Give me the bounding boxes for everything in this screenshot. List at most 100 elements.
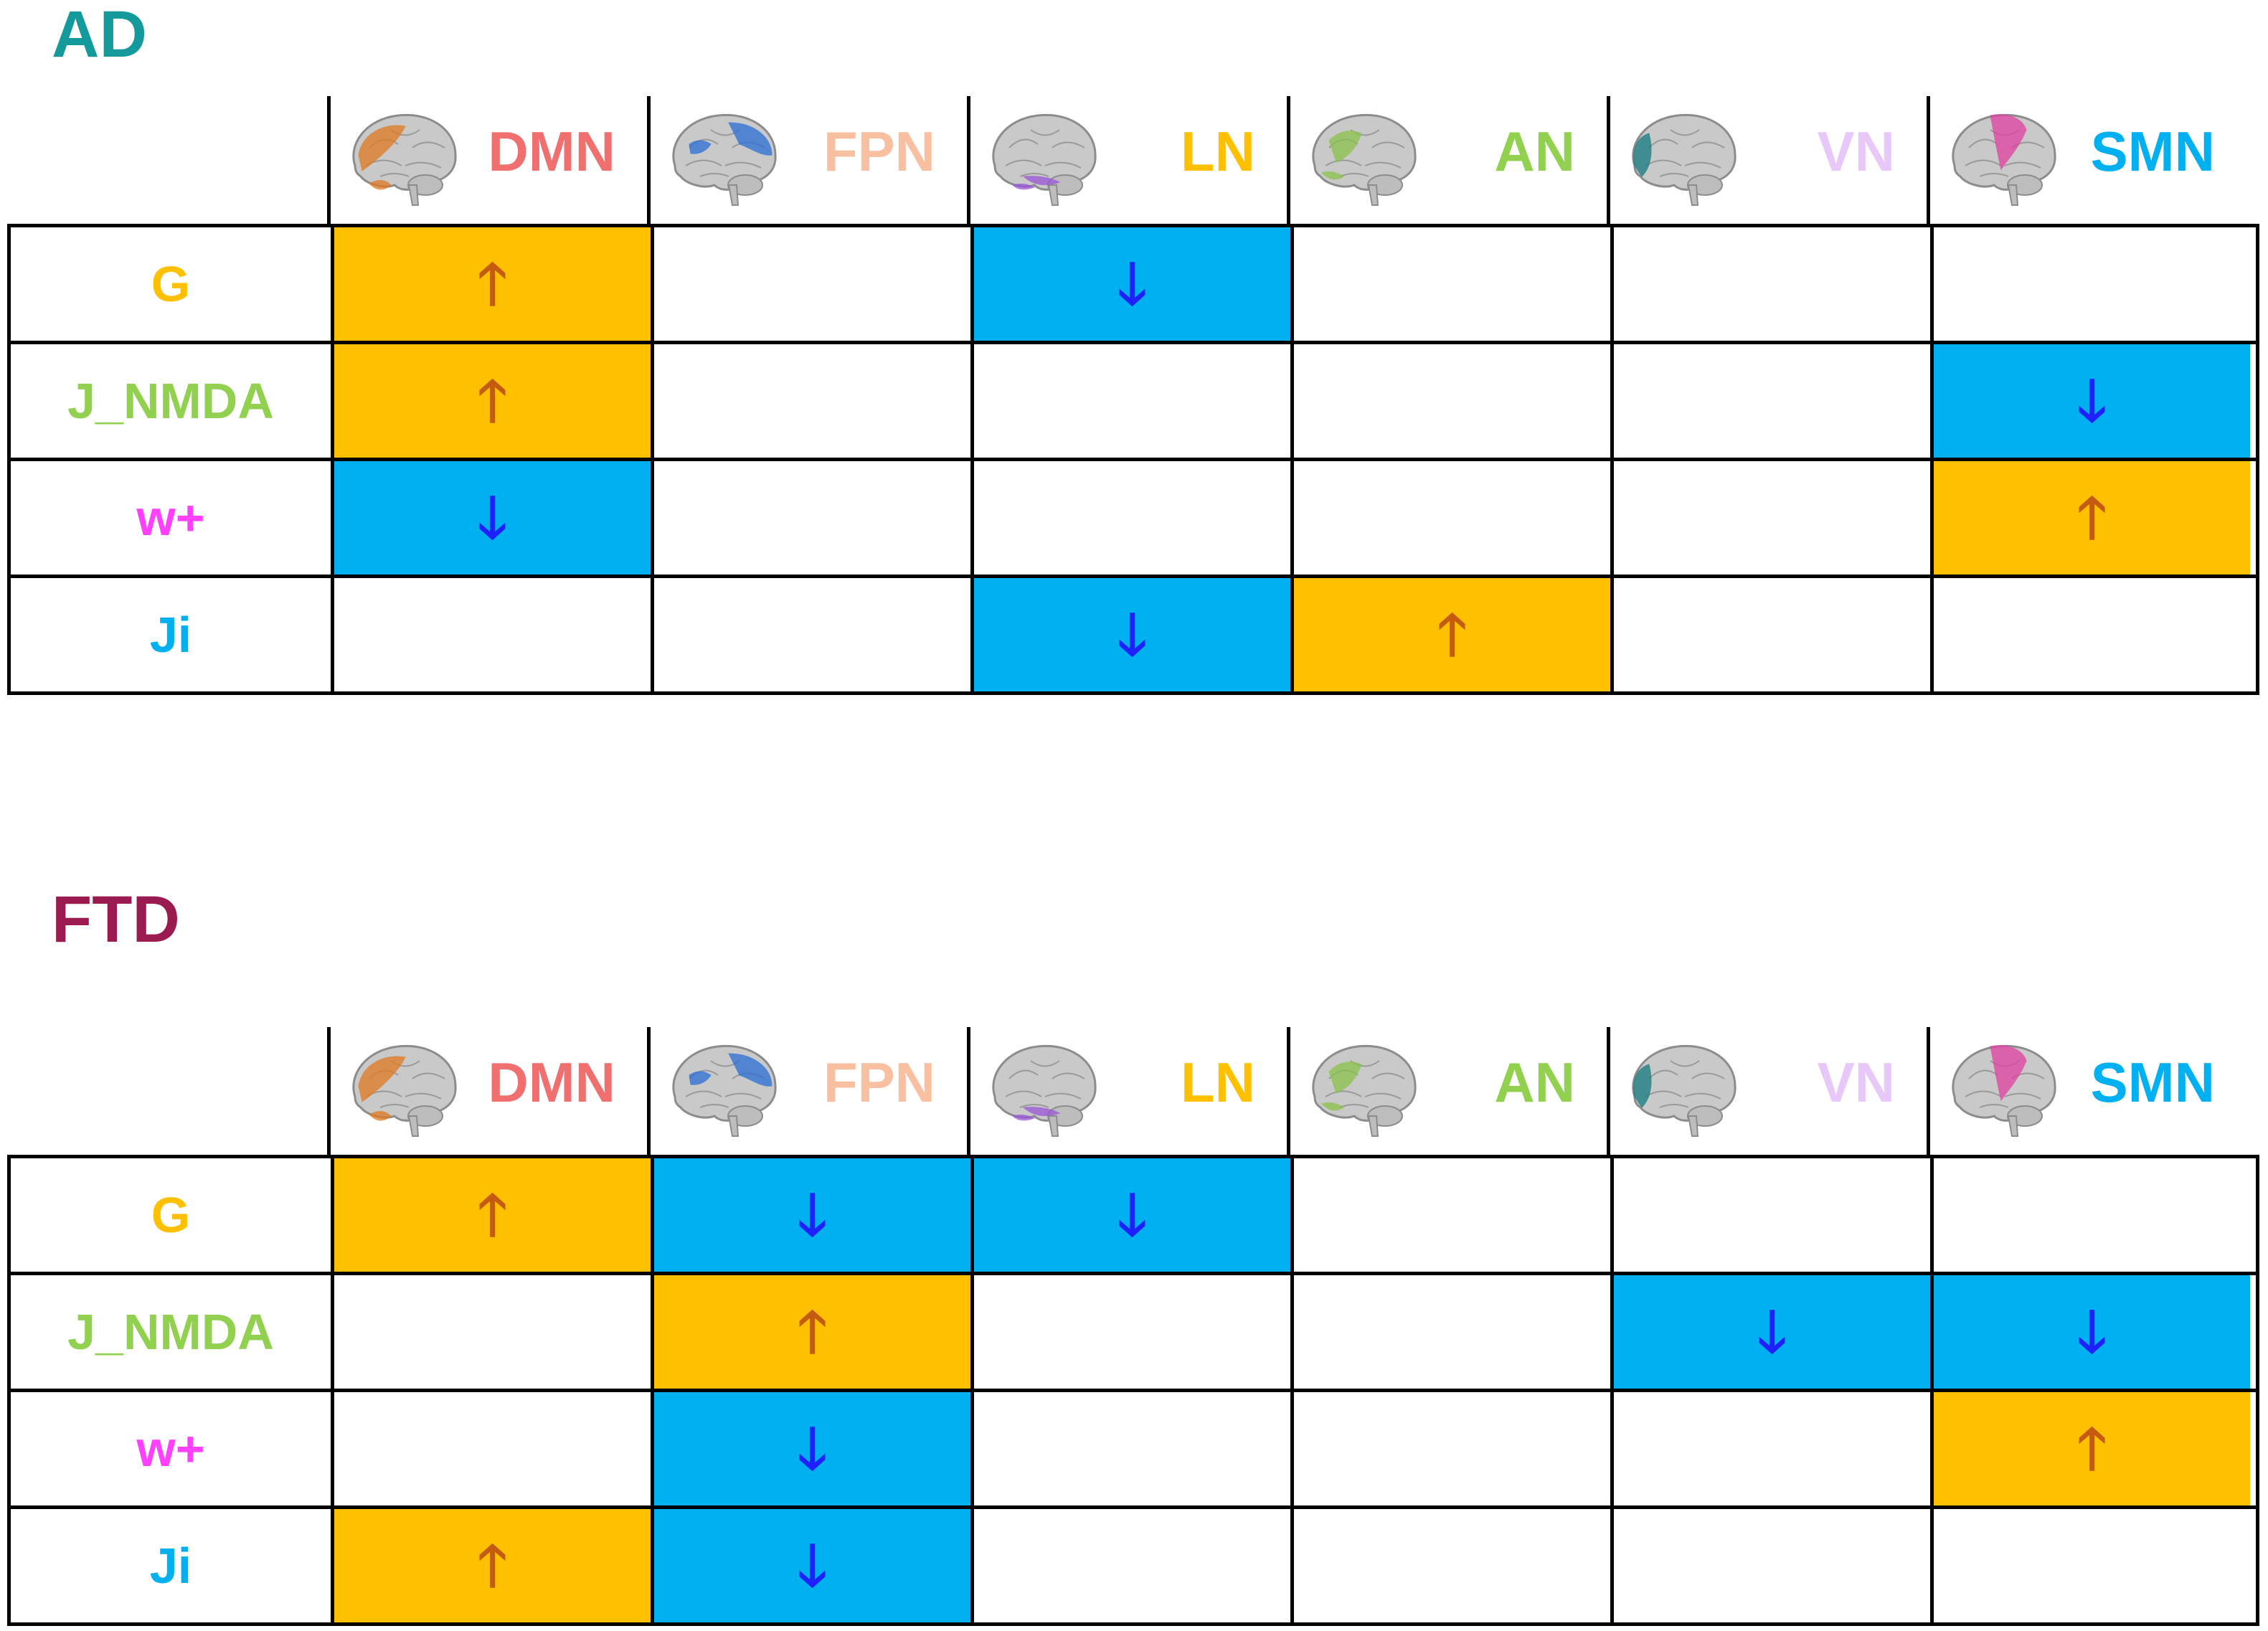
ftd-table: DMN FPN LN AN VN SMN G 🡑 🡓 🡓 J_NMDA 🡑 🡓 🡓 w+ 🡓 🡑 Ji 🡑 🡓 — [7, 1027, 2259, 1626]
ftd-table-body: G 🡑 🡓 🡓 J_NMDA 🡑 🡓 🡓 w+ 🡓 🡑 Ji 🡑 🡓 — [7, 1155, 2259, 1626]
arrow-down-icon: 🡓 — [797, 1417, 828, 1480]
network-label: AN — [1494, 1051, 1575, 1114]
table-row: Ji 🡑 🡓 — [11, 1505, 2256, 1622]
table-cell: 🡓 — [651, 1158, 970, 1272]
table-cell — [1610, 1509, 1930, 1622]
table-cell — [1930, 578, 2250, 691]
network-label: VN — [1817, 120, 1895, 183]
table-cell — [1610, 578, 1930, 691]
table-cell — [1610, 227, 1930, 341]
table-cell: 🡓 — [1930, 344, 2250, 458]
table-cell: 🡓 — [1930, 1275, 2250, 1389]
table-cell — [331, 1392, 651, 1505]
table-cell: 🡑 — [331, 344, 651, 458]
network-label: FPN — [823, 1051, 935, 1114]
arrow-down-icon: 🡓 — [2076, 369, 2107, 432]
ad-header-row: DMN FPN LN AN VN SMN — [7, 96, 2259, 224]
table-cell — [970, 1392, 1290, 1505]
ad-header-ln: LN — [967, 96, 1287, 224]
table-cell — [1930, 1509, 2250, 1622]
arrow-up-icon: 🡑 — [477, 252, 508, 316]
network-label: LN — [1181, 120, 1255, 183]
table-cell — [970, 1275, 1290, 1389]
ad-header-an: AN — [1287, 96, 1607, 224]
parameter-label: w+ — [136, 490, 205, 546]
parameter-label: w+ — [136, 1421, 205, 1477]
table-cell: 🡓 — [970, 227, 1290, 341]
parameter-label: J_NMDA — [67, 373, 274, 429]
network-label: AN — [1494, 120, 1575, 183]
table-cell — [1290, 227, 1610, 341]
arrow-down-icon: 🡓 — [1757, 1300, 1787, 1363]
parameter-label: G — [151, 1187, 191, 1243]
table-cell: 🡓 — [331, 461, 651, 575]
arrow-down-icon: 🡓 — [797, 1533, 828, 1597]
table-cell: 🡓 — [970, 578, 1290, 691]
parameter-label: Ji — [149, 607, 192, 663]
ad-header-smn: SMN — [1927, 96, 2246, 224]
network-label: VN — [1817, 1051, 1895, 1114]
table-row: J_NMDA 🡑 🡓 🡓 — [11, 1272, 2256, 1389]
ad-table: DMN FPN LN AN VN SMN G 🡑 🡓 J_NMDA 🡑 🡓 w+ 🡓 🡑 Ji 🡓 🡑 — [7, 96, 2259, 695]
table-cell: 🡑 — [331, 1158, 651, 1272]
arrow-up-icon: 🡑 — [477, 369, 508, 432]
arrow-up-icon: 🡑 — [477, 1183, 508, 1247]
table-cell: 🡑 — [1290, 578, 1610, 691]
table-row: w+ 🡓 🡑 — [11, 458, 2256, 575]
arrow-up-icon: 🡑 — [1437, 602, 1468, 666]
arrow-down-icon: 🡓 — [797, 1183, 828, 1247]
arrow-up-icon: 🡑 — [797, 1300, 828, 1363]
parameter-label: J_NMDA — [67, 1304, 274, 1360]
table-row: J_NMDA 🡑 🡓 — [11, 341, 2256, 458]
network-label: DMN — [488, 120, 615, 183]
table-cell: 🡓 — [970, 1158, 1290, 1272]
arrow-up-icon: 🡑 — [2076, 1417, 2107, 1480]
table-row: w+ 🡓 🡑 — [11, 1389, 2256, 1505]
arrow-down-icon: 🡓 — [1117, 1183, 1148, 1247]
network-label: SMN — [2090, 1051, 2215, 1114]
table-cell — [1610, 1158, 1930, 1272]
ftd-header-fpn: FPN — [647, 1027, 967, 1155]
ad-header-vn: VN — [1607, 96, 1927, 224]
ftd-header-row: DMN FPN LN AN VN SMN — [7, 1027, 2259, 1155]
table-cell — [1290, 1275, 1610, 1389]
arrow-down-icon: 🡓 — [1117, 602, 1148, 666]
table-cell — [970, 461, 1290, 575]
table-cell — [651, 578, 970, 691]
table-row: G 🡑 🡓 — [11, 227, 2256, 341]
arrow-down-icon: 🡓 — [1117, 252, 1148, 316]
parameter-label: Ji — [149, 1538, 192, 1594]
arrow-down-icon: 🡓 — [477, 486, 508, 549]
ad-table-body: G 🡑 🡓 J_NMDA 🡑 🡓 w+ 🡓 🡑 Ji 🡓 🡑 — [7, 224, 2259, 695]
table-cell — [1610, 1392, 1930, 1505]
ftd-header-dmn: DMN — [327, 1027, 647, 1155]
table-cell — [1290, 1509, 1610, 1622]
ftd-header-an: AN — [1287, 1027, 1607, 1155]
table-cell — [651, 461, 970, 575]
table-row: G 🡑 🡓 🡓 — [11, 1158, 2256, 1272]
table-cell — [651, 344, 970, 458]
ad-header-fpn: FPN — [647, 96, 967, 224]
table-cell — [1610, 344, 1930, 458]
ad-header-dmn: DMN — [327, 96, 647, 224]
table-cell: 🡑 — [1930, 1392, 2250, 1505]
ftd-header-ln: LN — [967, 1027, 1287, 1155]
table-cell — [1610, 461, 1930, 575]
arrow-up-icon: 🡑 — [2076, 486, 2107, 549]
table-cell — [1930, 227, 2250, 341]
ad-section-title: AD — [52, 0, 147, 71]
network-label: LN — [1181, 1051, 1255, 1114]
table-cell — [1930, 1158, 2250, 1272]
table-cell — [1290, 1392, 1610, 1505]
table-cell — [651, 227, 970, 341]
table-cell: 🡑 — [331, 1509, 651, 1622]
table-cell: 🡓 — [651, 1509, 970, 1622]
ftd-section-title: FTD — [52, 883, 180, 956]
parameter-label: G — [151, 256, 191, 312]
network-label: SMN — [2090, 120, 2215, 183]
table-row: Ji 🡓 🡑 — [11, 575, 2256, 691]
table-cell: 🡑 — [1930, 461, 2250, 575]
table-cell — [1290, 344, 1610, 458]
table-cell: 🡓 — [1610, 1275, 1930, 1389]
network-label: DMN — [488, 1051, 615, 1114]
